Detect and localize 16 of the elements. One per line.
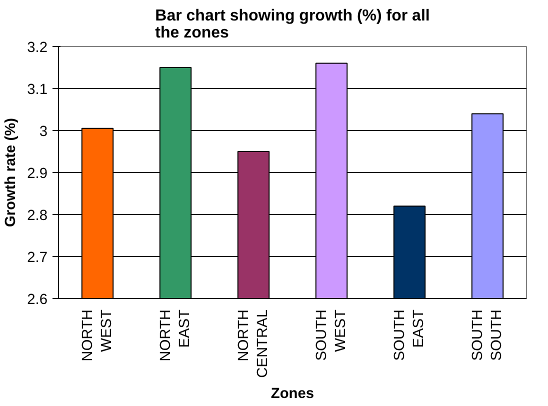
y-tick-label: 3.2 xyxy=(27,40,48,56)
x-tick-label: SOUTH SOUTH xyxy=(470,310,506,361)
y-tick-label: 3 xyxy=(39,124,48,140)
y-tick-label: 2.9 xyxy=(27,166,48,182)
x-tick-label: NORTH WEST xyxy=(80,309,116,362)
y-tick-label: 3.1 xyxy=(27,82,48,98)
chart-title: Bar chart showing growth (%) for all the zones xyxy=(155,8,430,42)
x-tick-label: NORTH EAST xyxy=(158,309,194,362)
x-tick-label: SOUTH EAST xyxy=(392,309,428,361)
x-tick-label: NORTH CENTRAL xyxy=(236,309,272,378)
y-tick-label: 2.6 xyxy=(27,292,48,308)
y-axis-title: Growth rate (%) xyxy=(3,118,20,228)
x-axis-title: Zones xyxy=(270,386,314,402)
y-tick-label: 2.8 xyxy=(27,208,48,224)
x-tick-label: SOUTH WEST xyxy=(314,309,350,361)
y-tick-label: 2.7 xyxy=(27,250,48,266)
